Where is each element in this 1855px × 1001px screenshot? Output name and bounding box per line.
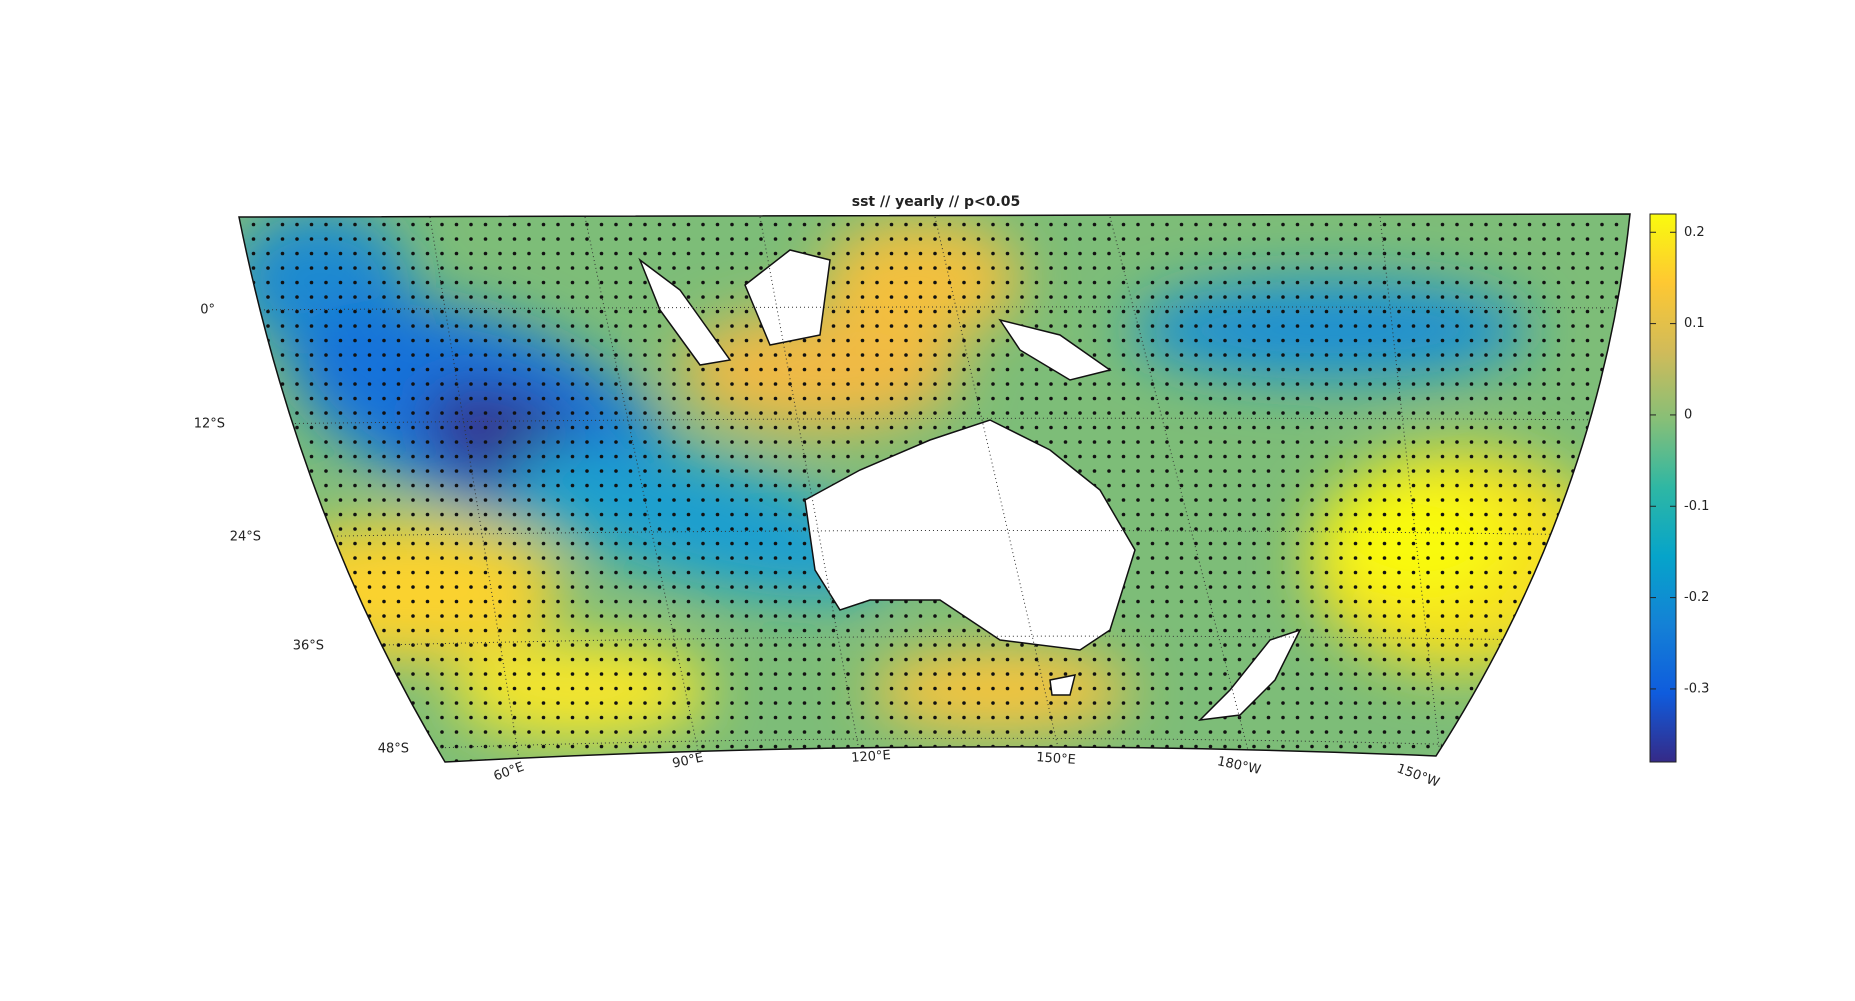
lon-label: 90°E <box>671 750 705 771</box>
colorbar-tick-label: 0.2 <box>1684 225 1705 240</box>
lon-label: 180°W <box>1216 754 1262 778</box>
lon-label: 120°E <box>851 748 891 766</box>
new-zealand <box>1197 628 1302 722</box>
map-title: sst // yearly // p<0.05 <box>852 194 1021 210</box>
colorbar-tick-label: 0.1 <box>1684 316 1705 331</box>
borneo <box>744 249 831 346</box>
colorbar-tick-label: -0.1 <box>1684 499 1709 514</box>
colorbar-tick-label: -0.2 <box>1684 590 1709 605</box>
colorbar-tick-label: -0.3 <box>1684 681 1709 696</box>
graticule <box>239 216 1630 762</box>
lat-label: 48°S <box>378 742 409 757</box>
sumatra <box>638 257 732 366</box>
lon-label: 60°E <box>492 760 527 785</box>
lon-label: 150°E <box>1036 750 1076 768</box>
lat-label: 12°S <box>194 417 225 432</box>
sst-field <box>239 214 1630 762</box>
new-guinea <box>998 318 1112 381</box>
lat-label: 0° <box>200 303 215 318</box>
australia <box>804 419 1136 651</box>
lat-label: 36°S <box>293 639 324 654</box>
lat-label: 24°S <box>230 530 261 545</box>
colorbar <box>1649 213 1677 763</box>
map-frame <box>238 213 1631 763</box>
colorbar-tick-label: 0 <box>1684 407 1692 422</box>
lon-label: 150°W <box>1395 761 1442 790</box>
tasmania <box>1049 674 1077 696</box>
